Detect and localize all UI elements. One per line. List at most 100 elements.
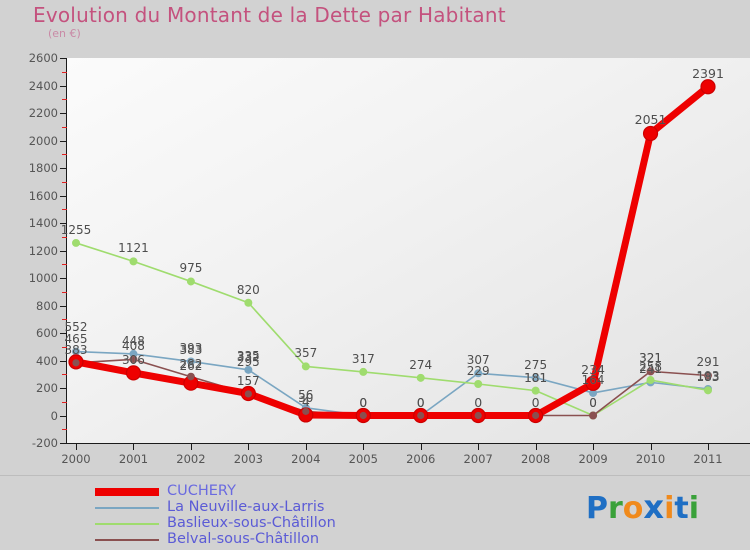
x-axis-tick-label: 2000: [61, 452, 91, 466]
data-point-label: 0: [589, 395, 597, 410]
y-axis-tick: [60, 278, 67, 279]
y-axis-tick: [60, 305, 67, 307]
series-point-marker: [186, 277, 195, 286]
data-point-label: 306: [122, 353, 145, 368]
series-point-marker: [474, 380, 483, 389]
series-point-marker: [244, 365, 253, 374]
x-axis-tick-label: 2004: [291, 452, 321, 466]
y-axis-minor-tick: [62, 236, 67, 238]
data-point-label: 383: [179, 342, 203, 357]
series-point-marker: [646, 367, 655, 375]
legend-color-swatch: [95, 539, 159, 541]
series-point-marker: [302, 407, 310, 415]
data-point-label: 383: [64, 342, 88, 357]
series-point-marker: [359, 367, 368, 376]
y-axis-tick: [60, 223, 67, 224]
x-axis-tick: [248, 443, 250, 450]
data-point-label: 357: [294, 346, 318, 361]
y-axis-tick: [60, 113, 67, 114]
chart-unit-subtitle: (en €): [48, 27, 81, 40]
y-axis-minor-tick: [62, 71, 67, 73]
y-axis-minor-tick: [62, 126, 67, 128]
data-point-label: 181: [524, 370, 548, 385]
legend-color-swatch: [95, 523, 159, 525]
data-point-label: 56: [298, 387, 314, 402]
y-axis-minor-tick: [62, 346, 67, 348]
x-axis-tick: [478, 443, 480, 450]
legend-item-label: La Neuville-aux-Larris: [167, 499, 325, 515]
series-point-marker: [585, 375, 601, 391]
data-point-label: 157: [236, 373, 260, 388]
series-point-marker: [72, 359, 80, 367]
x-axis-tick-label: 2011: [693, 452, 723, 466]
data-point-label: 229: [466, 364, 490, 378]
y-axis-minor-tick: [62, 181, 67, 183]
series-point-marker: [531, 386, 540, 395]
data-point-label: 241: [639, 362, 662, 377]
series-line: [75, 350, 709, 417]
series-point-marker: [301, 362, 310, 371]
series-point-marker: [704, 371, 712, 380]
logo-letter: x: [643, 488, 665, 526]
data-point-label: 321: [639, 351, 662, 366]
y-axis-minor-tick: [62, 154, 67, 156]
x-axis-tick-label: 2003: [233, 452, 263, 466]
y-axis-minor-tick: [62, 429, 67, 431]
data-point-label: 291: [696, 355, 720, 370]
legend-item[interactable]: CUCHERY: [95, 483, 435, 501]
data-point-label: 193: [696, 368, 720, 383]
data-point-label: 1121: [118, 241, 149, 256]
legend-color-swatch: [95, 507, 159, 509]
y-axis-tick-label: 400: [36, 353, 58, 368]
legend-item[interactable]: Baslieux-sous-Châtillon: [95, 515, 435, 533]
series-point-marker: [129, 355, 138, 363]
legend-item[interactable]: La Neuville-aux-Larris: [95, 499, 435, 517]
data-point-label: 408: [122, 339, 145, 354]
series-point-marker: [129, 257, 138, 266]
legend-item-label: CUCHERY: [167, 483, 236, 499]
page-title: Evolution du Montant de la Dette par Hab…: [33, 3, 506, 27]
y-axis-minor-tick: [62, 99, 67, 101]
y-axis-tick: [60, 168, 67, 169]
logo-letter: i: [664, 491, 675, 526]
legend-item-label: Belval-sous-Châtillon: [167, 531, 320, 547]
legend: CUCHERY La Neuville-aux-Larris Baslieux-so…: [95, 483, 435, 549]
legend-divider: [0, 475, 750, 476]
data-point-label: 181: [524, 370, 548, 385]
series-point-marker: [474, 411, 482, 420]
y-axis-minor-tick: [62, 209, 67, 211]
data-point-label: 30: [298, 391, 314, 406]
data-point-label: 975: [179, 261, 203, 276]
y-axis-tick: [60, 58, 67, 59]
y-axis-tick-label: 2000: [28, 133, 58, 148]
series-point-marker: [72, 238, 81, 247]
data-point-label: 258: [639, 360, 662, 375]
data-point-label: 448: [122, 333, 145, 348]
legend-item-label: Baslieux-sous-Châtillon: [167, 515, 336, 531]
x-axis-tick: [190, 443, 192, 450]
logo-letter: r: [608, 491, 623, 526]
x-axis-tick: [363, 443, 365, 450]
y-axis-tick-label: 1800: [28, 161, 58, 175]
proxiti-logo: Proxiti: [586, 488, 699, 526]
x-axis-tick: [535, 443, 537, 450]
x-axis-tick-label: 2007: [463, 452, 493, 466]
data-point-label: 0: [531, 394, 540, 410]
data-point-label: 332: [236, 349, 260, 364]
series-line: [75, 242, 709, 417]
y-axis-tick-label: 2200: [28, 106, 58, 120]
data-point-label: 552: [64, 319, 88, 334]
data-point-label: 183: [696, 370, 720, 385]
data-point-label: 317: [351, 351, 375, 366]
series-point-marker: [589, 411, 597, 420]
legend-item[interactable]: Belval-sous-Châtillon: [95, 531, 435, 549]
legend-color-swatch: [95, 488, 159, 496]
y-axis-tick: [60, 195, 67, 197]
series-point-marker: [700, 79, 716, 95]
data-point-label: 4: [301, 393, 310, 409]
data-point-label: 2051: [634, 112, 667, 128]
y-axis-minor-tick: [62, 401, 67, 403]
data-point-label: 0: [474, 394, 483, 410]
data-point-label: 393: [179, 341, 203, 356]
data-point-label: 335: [236, 349, 260, 364]
